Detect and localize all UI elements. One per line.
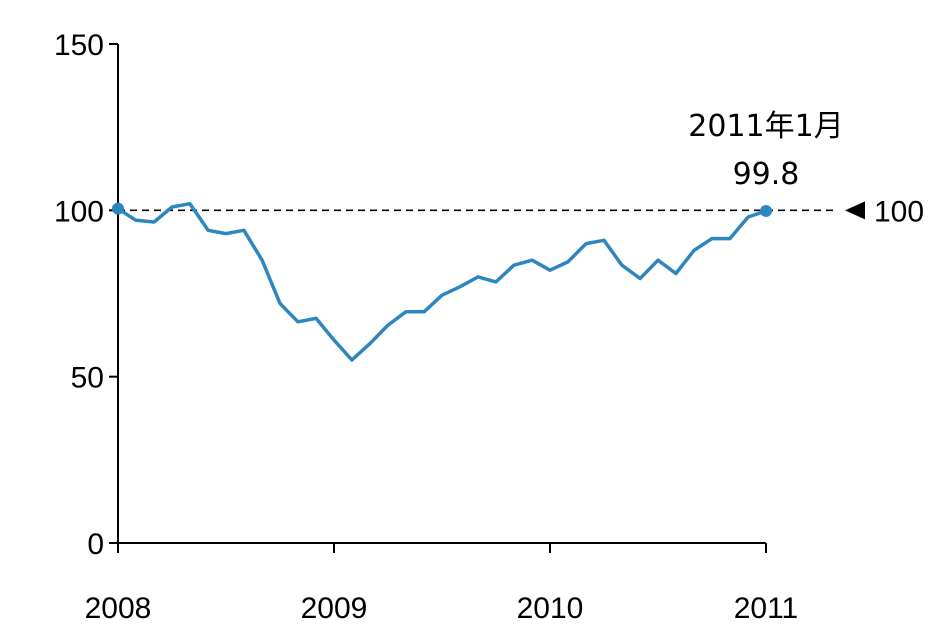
y-tick-label: 100 (54, 195, 104, 228)
x-tick-label: 2011 (734, 592, 799, 625)
series-group (112, 201, 772, 362)
y-tick-label: 150 (54, 29, 104, 62)
annotation-group: 2011年1月 99.8 (688, 109, 843, 192)
reference-marker-triangle (845, 201, 865, 220)
series-line (116, 201, 768, 362)
annotation-value-label: 99.8 (733, 157, 800, 192)
x-tick-label: 2008 (85, 592, 152, 625)
data-point-marker (760, 204, 772, 217)
y-tick-label: 50 (71, 362, 104, 395)
axes: 0 50 100 150 2008 2009 2010 2011 (54, 29, 798, 625)
x-tick-label: 2009 (301, 592, 368, 625)
annotation-date-label: 2011年1月 (688, 109, 843, 144)
reference-line-group: 100 (118, 195, 924, 228)
reference-line-label: 100 (874, 195, 924, 228)
y-tick-label: 0 (87, 528, 104, 561)
data-point-marker (112, 202, 124, 215)
x-tick-label: 2010 (517, 592, 584, 625)
